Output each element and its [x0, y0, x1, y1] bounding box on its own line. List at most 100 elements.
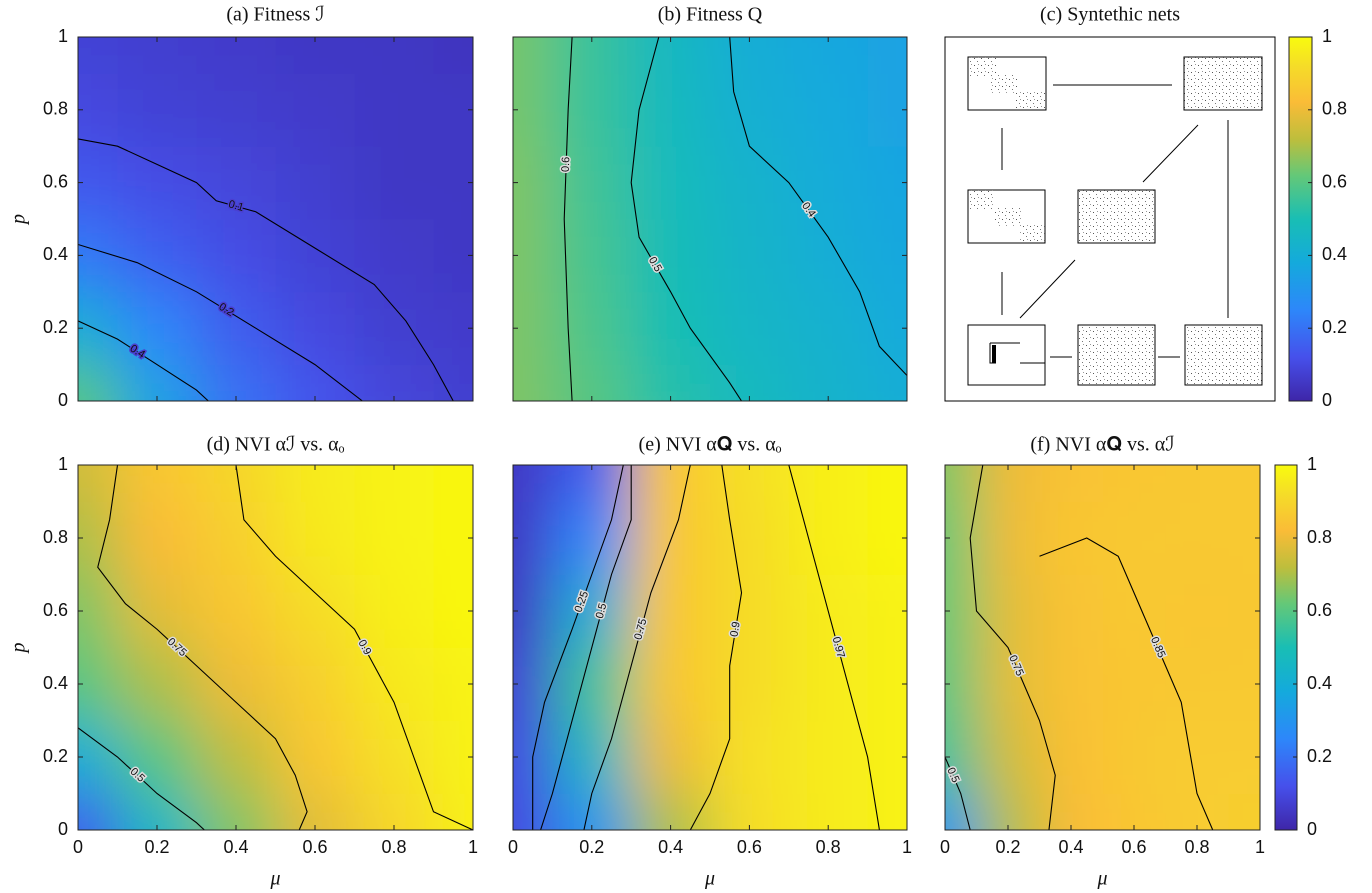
heat-cell [354, 465, 434, 502]
heat-cell [78, 146, 118, 220]
heat-cell [788, 219, 869, 293]
y-tick-label: 0 [58, 819, 68, 839]
heat-cell [354, 364, 434, 401]
heat-cell [513, 647, 553, 721]
panel-title: (b) Fitness Q [658, 4, 763, 26]
heat-cell [1102, 501, 1166, 575]
heat-cell [552, 291, 632, 366]
heat-cell [354, 73, 434, 147]
heat-cell [117, 501, 197, 575]
colorbar-tick-label: 0.8 [1322, 99, 1347, 119]
heatmap-cells [78, 37, 473, 401]
heatmap-cells [513, 465, 907, 830]
heat-cell [631, 720, 711, 794]
heat-cell [78, 465, 118, 502]
heat-cell [117, 793, 197, 830]
contour-line [689, 465, 743, 830]
heat-cell [78, 73, 118, 147]
heat-cell [354, 37, 434, 74]
heat-cell [354, 146, 434, 220]
colorbar-tick-label: 0 [1307, 819, 1317, 839]
heat-cell [1039, 574, 1103, 648]
y-tick-label: 0.4 [43, 673, 68, 693]
contour-line [945, 756, 971, 830]
x-axis-label: μ [704, 868, 715, 890]
colorbar-tick-label: 1 [1307, 454, 1317, 474]
heat-cell [710, 73, 790, 147]
heat-cell [275, 146, 355, 220]
x-tick-label: 1 [1255, 837, 1265, 857]
heat-cell [710, 501, 790, 575]
heat-cell [78, 37, 118, 74]
contour-line [969, 465, 1056, 830]
heat-cell [976, 720, 1040, 794]
colorbar-tick-label: 0.8 [1307, 527, 1332, 547]
heat-cell [196, 647, 276, 721]
colorbar-tick-label: 0.6 [1322, 171, 1347, 191]
heat-cell [275, 574, 355, 648]
heat-cell [788, 73, 869, 147]
heat-cell [354, 793, 434, 830]
heatmap: 0.750.850.5 [945, 465, 1260, 830]
x-tick-label: 0.6 [302, 837, 327, 857]
contour-line [630, 37, 742, 401]
heat-cell [710, 574, 790, 648]
heat-cell [117, 720, 197, 794]
heat-cell [1102, 647, 1166, 721]
contour-line [78, 243, 363, 401]
heat-cell [1228, 647, 1260, 721]
heat-cell [552, 37, 632, 74]
heat-cell [117, 37, 197, 74]
heat-cell [552, 793, 632, 830]
heat-cell [196, 793, 276, 830]
heat-cell [513, 37, 553, 74]
heat-cell [867, 574, 907, 648]
x-tick-label: 0.2 [144, 837, 169, 857]
heat-cell [976, 574, 1040, 648]
colorbar-tick-label: 0 [1322, 390, 1332, 410]
heat-cell [631, 793, 711, 830]
heat-cell [78, 647, 118, 721]
y-tick-label: 0.8 [43, 99, 68, 119]
contour-line [563, 37, 573, 401]
colorbar-tick-label: 0.2 [1307, 746, 1332, 766]
heat-cell [196, 465, 276, 502]
contour-line [583, 465, 691, 830]
heat-cell [976, 465, 1040, 502]
heatmap: 0.25 0.50.75 0.90.97 [513, 465, 907, 830]
heat-cell [433, 73, 473, 147]
contour-label: 0.9 [728, 621, 742, 638]
heat-cell [433, 364, 473, 401]
heat-cell [433, 37, 473, 74]
plot-frame [77, 464, 474, 831]
heatmap-cells [78, 465, 473, 830]
heat-cell [945, 793, 977, 830]
heat-cell [354, 574, 434, 648]
y-tick-label: 0.4 [43, 244, 68, 264]
heat-cell [1165, 793, 1229, 830]
network-diagram [944, 36, 1276, 402]
heat-cell [788, 37, 869, 74]
plot-frame [944, 464, 1261, 831]
heat-cell [867, 364, 907, 401]
heat-cell [433, 501, 473, 575]
heat-cell [710, 364, 790, 401]
heat-cell [788, 364, 869, 401]
heat-cell [710, 146, 790, 220]
plot-frame [512, 36, 908, 402]
heat-cell [275, 501, 355, 575]
heat-cell [433, 647, 473, 721]
heat-cell [631, 364, 711, 401]
heat-cell [1039, 501, 1103, 575]
heat-cell [117, 291, 197, 366]
heat-cell [78, 364, 118, 401]
heat-cell [631, 465, 711, 502]
heat-cell [945, 720, 977, 794]
heat-cell [275, 37, 355, 74]
heat-cell [117, 647, 197, 721]
x-tick-label: 0.6 [737, 837, 762, 857]
heat-cell [867, 501, 907, 575]
colorbar-tick-label: 0.2 [1322, 317, 1347, 337]
heat-cell [275, 647, 355, 721]
x-tick-label: 0 [508, 837, 518, 857]
